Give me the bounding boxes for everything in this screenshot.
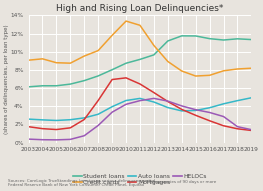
- Text: *Delinquencies of 90 days or more: *Delinquencies of 90 days or more: [145, 180, 216, 184]
- Y-axis label: (shares of delinquencies, per loan type): (shares of delinquencies, per loan type): [4, 24, 9, 134]
- Title: High and Rising Loan Delinquencies*: High and Rising Loan Delinquencies*: [56, 4, 224, 13]
- Text: Sources: CoreLogic TrueStandings (mortgage serious delinquency ratio),
Federal R: Sources: CoreLogic TrueStandings (mortga…: [8, 179, 156, 187]
- Legend: Student loans, Credit cards, Auto loans, Mortgages, HELOCs: Student loans, Credit cards, Auto loans,…: [73, 174, 207, 185]
